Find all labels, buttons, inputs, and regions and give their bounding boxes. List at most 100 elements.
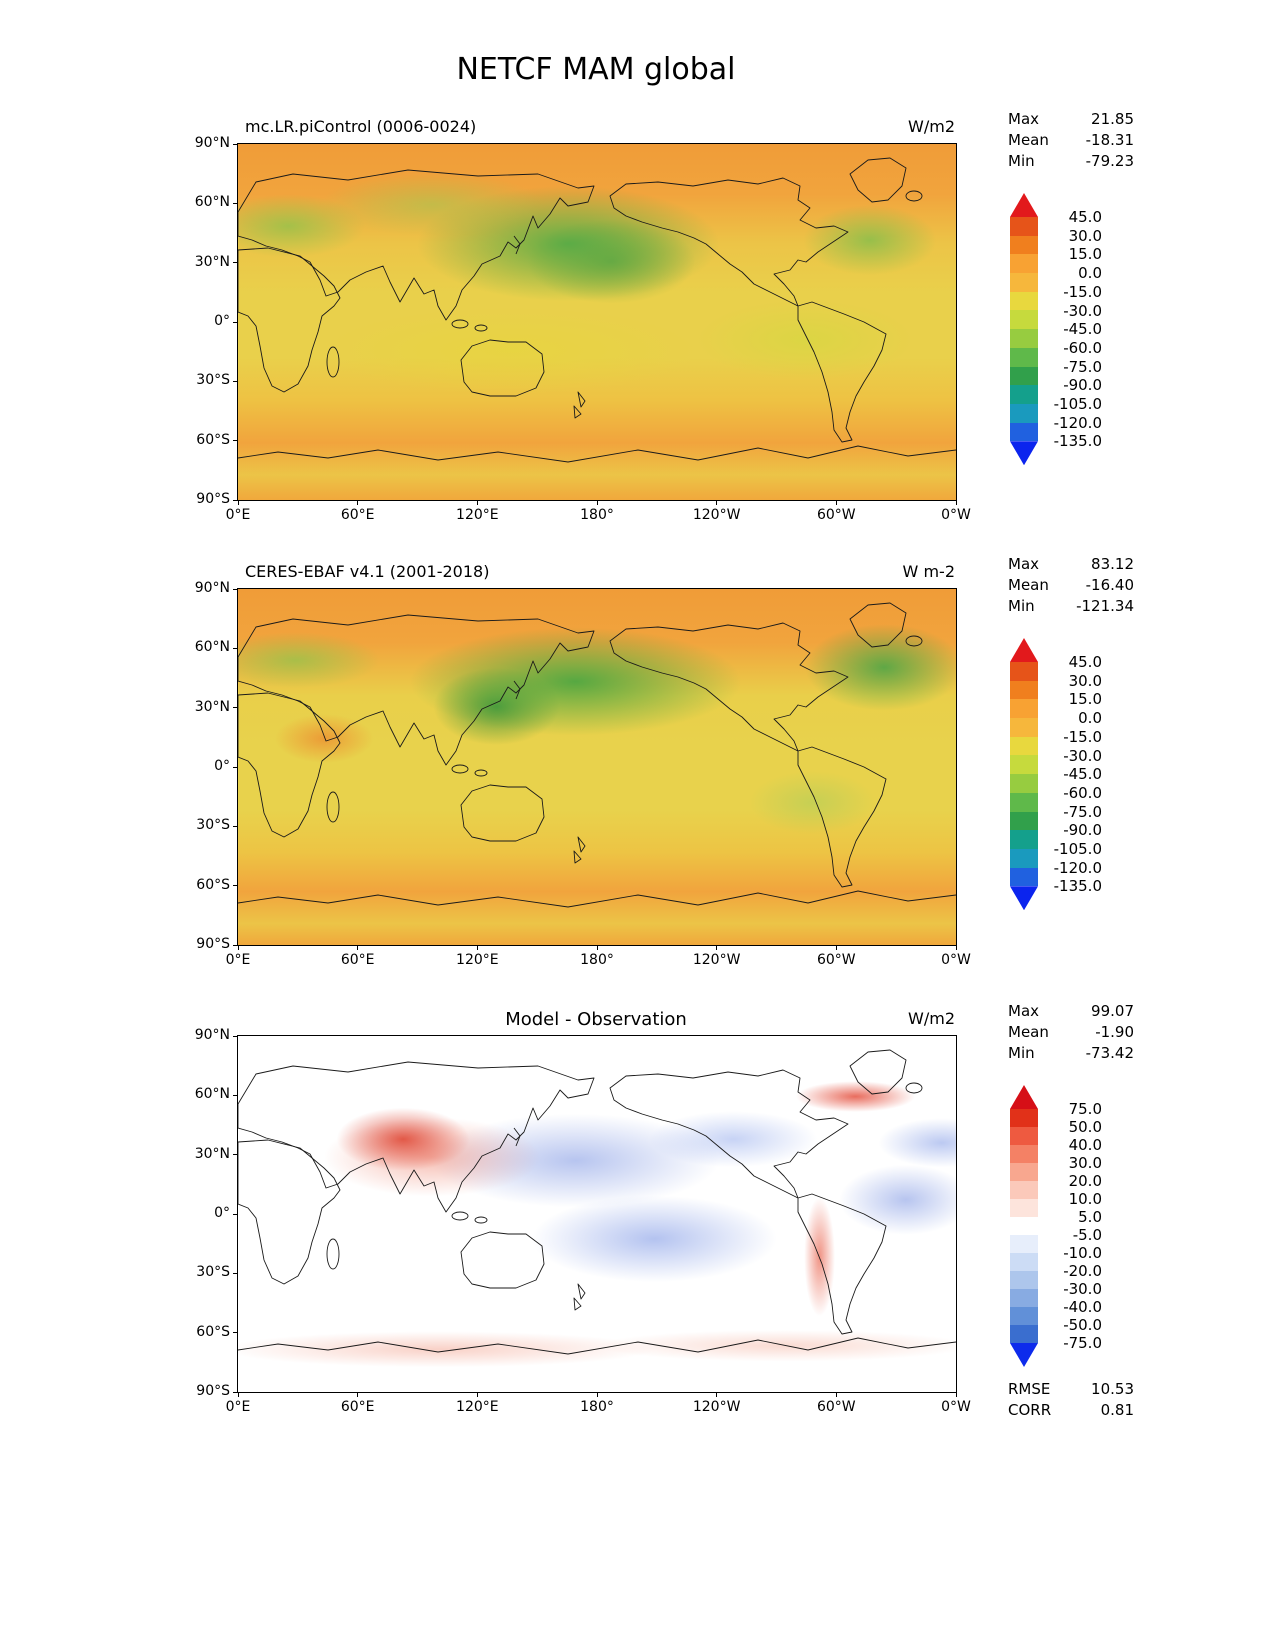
- coast-south-america: [797, 301, 887, 443]
- stat-value: 83.12: [1091, 555, 1134, 573]
- colorbar-segment: [1010, 1307, 1038, 1325]
- stats-block: Max 99.07 Mean -1.90 Min -73.42: [1008, 1001, 1134, 1064]
- map-field: [238, 1036, 956, 1392]
- colorbar-segment: [1010, 1199, 1038, 1217]
- coast-borneo: [451, 1211, 469, 1221]
- coast-japan: [513, 680, 521, 700]
- y-tick-label: 90°N: [194, 1027, 230, 1043]
- coast-antarctica: [238, 445, 956, 463]
- x-tick-label: 0°E: [225, 952, 251, 968]
- panel-difference: Model - Observation W/m2 0°E 60°E 120°E 180…: [0, 997, 1275, 1457]
- coast-new-zealand-north: [577, 1283, 586, 1300]
- x-tick-mark: [716, 1392, 718, 1397]
- stat-row: Max 83.12: [1008, 554, 1134, 575]
- stat-value: 21.85: [1091, 110, 1134, 128]
- coast-south-america: [797, 1193, 887, 1335]
- y-tick-mark: [233, 588, 238, 590]
- colorbar-tick-label: -120.0: [1053, 413, 1102, 432]
- stat-row: Max 21.85: [1008, 109, 1134, 130]
- stat-value: 0.81: [1100, 1401, 1134, 1419]
- y-tick-mark: [233, 143, 238, 145]
- x-tick-mark: [476, 945, 478, 950]
- colorbar-tick-label: -75.0: [1063, 1334, 1102, 1352]
- coast-madagascar: [326, 346, 340, 378]
- colorbar-segment: [1010, 792, 1038, 812]
- colorbar-tick-label: 45.0: [1068, 208, 1102, 226]
- coast-sulawesi: [474, 1216, 488, 1224]
- colorbar-segment: [1010, 1271, 1038, 1289]
- panel-model: mc.LR.piControl (0006-0024) W/m2 0°E 60°E…: [0, 105, 1275, 565]
- colorbar-tick-label: -30.0: [1063, 1280, 1102, 1298]
- stat-label: Mean: [1008, 131, 1049, 149]
- panel-observation: CERES-EBAF v4.1 (2001-2018) W m-2 0°E 60°…: [0, 550, 1275, 1010]
- colorbar-segment: [1010, 254, 1038, 274]
- y-tick-mark: [233, 766, 238, 768]
- colorbar-segment: [1010, 736, 1038, 756]
- coast-north-america: [609, 177, 849, 307]
- figure-title: NETCF MAM global: [456, 52, 736, 87]
- colorbar: 45.0 30.0 15.0 0.0 -15.0 -30.0 -45.0 -60.0 -75.0…: [1010, 638, 1102, 911]
- colorbar-segment: [1010, 811, 1038, 831]
- y-tick-label: 60°S: [196, 876, 230, 893]
- colorbar-arrow-top: [1010, 193, 1038, 217]
- colorbar-tick-label: -15.0: [1063, 727, 1102, 746]
- y-tick-mark: [233, 825, 238, 827]
- colorbar-segment: [1010, 662, 1038, 681]
- stat-value: -79.23: [1085, 152, 1134, 170]
- x-tick-mark: [357, 945, 359, 950]
- colorbar-tick-label: 45.0: [1068, 653, 1102, 671]
- colorbar-tick-label: 20.0: [1068, 1172, 1102, 1190]
- coast-eurasia: [238, 614, 595, 766]
- coast-eurasia: [238, 1061, 595, 1213]
- colorbar-segment: [1010, 403, 1038, 423]
- colorbar-tick-label: -5.0: [1072, 1226, 1102, 1244]
- stat-row: Mean -1.90: [1008, 1022, 1134, 1043]
- y-tick-label: 30°N: [194, 1145, 230, 1162]
- y-tick-mark: [233, 499, 238, 501]
- stat-label: Max: [1008, 1002, 1040, 1020]
- colorbar-segment: [1010, 1325, 1038, 1343]
- colorbar-tick-label: -10.0: [1063, 1244, 1102, 1262]
- colorbar-segment: [1010, 1145, 1038, 1163]
- colorbar-tick-label: -135.0: [1053, 432, 1102, 451]
- colorbar-tick-label: -120.0: [1053, 858, 1102, 877]
- y-tick-label: 60°N: [194, 639, 230, 656]
- coast-north-america: [609, 1069, 849, 1199]
- x-tick-mark: [955, 1392, 957, 1397]
- y-tick-label: 90°S: [196, 491, 230, 507]
- y-tick-mark: [233, 262, 238, 264]
- stat-label: Min: [1008, 1044, 1035, 1062]
- coastlines-layer: [238, 602, 956, 908]
- x-tick-label: 0°W: [941, 507, 971, 523]
- coast-sulawesi: [474, 769, 488, 777]
- coast-japan: [513, 235, 521, 255]
- colorbar-tick-label: -75.0: [1063, 802, 1102, 821]
- colorbar-segment: [1010, 217, 1038, 236]
- coastlines-layer: [238, 1049, 956, 1355]
- units-label: W m-2: [902, 562, 955, 581]
- y-tick-label: 30°S: [196, 1264, 230, 1281]
- x-tick-label: 60°W: [816, 1399, 856, 1415]
- y-tick-mark: [233, 1094, 238, 1096]
- map-field: [238, 144, 956, 500]
- stat-label: RMSE: [1008, 1380, 1051, 1398]
- x-tick-mark: [357, 500, 359, 505]
- x-tick-label: 120°W: [692, 1399, 741, 1415]
- stat-row: Min -73.42: [1008, 1043, 1134, 1064]
- x-tick-label: 0°E: [225, 507, 251, 523]
- x-tick-label: 0°W: [941, 1399, 971, 1415]
- x-tick-label: 60°E: [340, 952, 375, 968]
- coast-iceland: [905, 635, 923, 647]
- stat-value: 99.07: [1091, 1002, 1134, 1020]
- x-tick-mark: [237, 945, 239, 950]
- colorbar-tick-label: -30.0: [1063, 746, 1102, 765]
- x-tick-label: 180°: [580, 507, 614, 523]
- colorbar-segment: [1010, 422, 1038, 442]
- stat-row: Mean -16.40: [1008, 575, 1134, 596]
- coast-north-america: [609, 622, 849, 752]
- x-tick-label: 60°W: [816, 507, 856, 523]
- coast-australia: [460, 1231, 545, 1289]
- colorbar-tick-label: -30.0: [1063, 301, 1102, 320]
- colorbar-segment: [1010, 347, 1038, 367]
- colorbar-segment: [1010, 830, 1038, 849]
